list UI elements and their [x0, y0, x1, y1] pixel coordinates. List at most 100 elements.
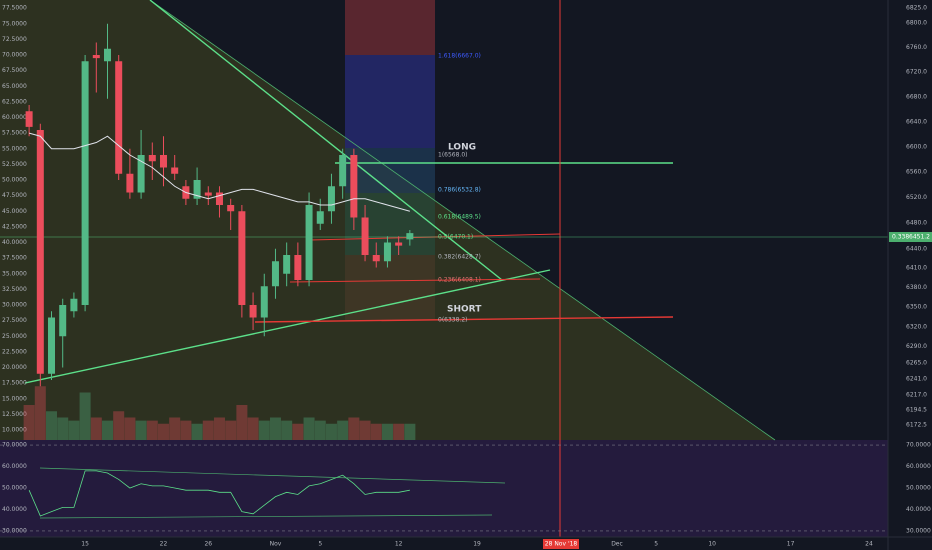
x-tick-label: Nov [270, 541, 282, 548]
candle-body [215, 192, 223, 205]
volume-bar [135, 420, 147, 440]
y-tick-label: 77.5000 [2, 5, 27, 12]
long-label: LONG [448, 143, 476, 153]
candle-body [339, 155, 347, 187]
rsi-tick-label: 30.0000 [906, 527, 931, 534]
volume-bar [157, 423, 169, 440]
y-tick-label: 17.5000 [2, 380, 27, 387]
rsi-trendline [39, 514, 493, 519]
candle-body [193, 180, 201, 199]
candle-body [25, 111, 33, 127]
y-tick-label: 45.0000 [2, 208, 27, 215]
x-tick-label: 19 [473, 541, 481, 548]
volume-bar [337, 420, 349, 440]
fib-label: 0.786(6532.8) [438, 187, 481, 194]
y2-tick-label: 6320.0 [906, 323, 927, 330]
price-badge [889, 232, 932, 242]
y-tick-label: 32.5000 [2, 286, 27, 293]
fib-label: 0(6338.2) [438, 317, 468, 324]
price-badge-left: 0.338 [892, 234, 909, 241]
fib-label: 1.618(6667.0) [438, 53, 481, 60]
volume-bar [146, 420, 158, 440]
x-tick-label: 24 [865, 541, 873, 548]
y2-tick-label: 6825.0 [906, 4, 927, 11]
y-tick-label: 50.0000 [2, 177, 27, 184]
volume-bar [258, 420, 270, 440]
fib-label: 0.382(6428.7) [438, 254, 481, 261]
y-tick-label: 40.0000 [2, 239, 27, 246]
x-tick-label: 10 [708, 541, 716, 548]
fib-zone [345, 0, 435, 55]
fib-label: 0.236(6408.1) [438, 277, 481, 284]
candle-body [260, 286, 268, 318]
fib-zone [345, 148, 435, 193]
date-badge [543, 539, 579, 549]
candle-body [395, 242, 403, 246]
volume-bar [393, 423, 405, 440]
candle-body [350, 155, 358, 218]
short-line [254, 316, 674, 323]
y2-tick-label: 6760.0 [906, 44, 927, 51]
y2-tick-label: 6720.0 [906, 69, 927, 76]
candle-body [227, 205, 235, 212]
volume-bar [57, 417, 69, 440]
volume-bar [68, 420, 80, 440]
y2-tick-label: 6217.0 [906, 392, 927, 399]
y2-tick-label: 6680.0 [906, 93, 927, 100]
rsi-tick-label: 70.0000 [906, 442, 931, 449]
rsi-tick-label: 60.0000 [906, 463, 931, 470]
y-tick-label: 57.5000 [2, 130, 27, 137]
y2-tick-label: 6172.5 [906, 421, 927, 428]
candle-body [115, 61, 123, 174]
volume-bar [113, 411, 125, 440]
rsi-tick-label: 60.0000 [2, 463, 27, 470]
volume-bar [191, 423, 203, 440]
x-tick-label: 5 [318, 541, 322, 548]
y2-tick-label: 6440.0 [906, 245, 927, 252]
volume-bar [269, 417, 281, 440]
y-tick-label: 65.0000 [2, 83, 27, 90]
y-tick-label: 20.0000 [2, 364, 27, 371]
volume-bar [381, 423, 393, 440]
y2-tick-label: 6640.0 [906, 118, 927, 125]
rsi-tick-label: 40.0000 [906, 506, 931, 513]
y-tick-label: 27.5000 [2, 317, 27, 324]
y-tick-label: 67.5000 [2, 67, 27, 74]
candle-body [81, 61, 89, 305]
volume-bar [314, 420, 326, 440]
volume-bar [202, 420, 214, 440]
x-tick-label: 15 [81, 541, 89, 548]
candle-body [383, 242, 391, 262]
y-tick-label: 10.0000 [2, 427, 27, 434]
candle-body [204, 192, 212, 196]
rsi-pane [0, 440, 888, 537]
candle-body [126, 173, 134, 193]
candle-body [148, 155, 156, 162]
rsi-tick-label: 50.0000 [906, 485, 931, 492]
y-tick-label: 15.0000 [2, 395, 27, 402]
candle-body [59, 305, 67, 337]
volume-bar [370, 423, 382, 440]
x-tick-label: 26 [204, 541, 212, 548]
volume-bar [404, 423, 416, 440]
y-tick-label: 60.0000 [2, 114, 27, 121]
volume-bar [303, 417, 315, 440]
moving-average [28, 132, 410, 212]
candle-body [271, 261, 279, 287]
y-tick-label: 37.5000 [2, 255, 27, 262]
candle-body [327, 186, 335, 212]
y-tick-label: 22.5000 [2, 348, 27, 355]
y2-tick-label: 6600.0 [906, 143, 927, 150]
candle-body [48, 317, 56, 374]
candle-body [36, 130, 44, 374]
fib-label: 0.5(6470.1) [438, 234, 473, 241]
level-line [289, 278, 541, 283]
volume-bar [359, 420, 371, 440]
candle-body [159, 155, 167, 168]
candle-body [238, 211, 246, 305]
candle-body [92, 55, 100, 59]
x-tick-label: 12 [395, 541, 403, 548]
y2-tick-label: 6194.5 [906, 407, 927, 414]
fib-label: 0.618(6489.5) [438, 214, 481, 221]
